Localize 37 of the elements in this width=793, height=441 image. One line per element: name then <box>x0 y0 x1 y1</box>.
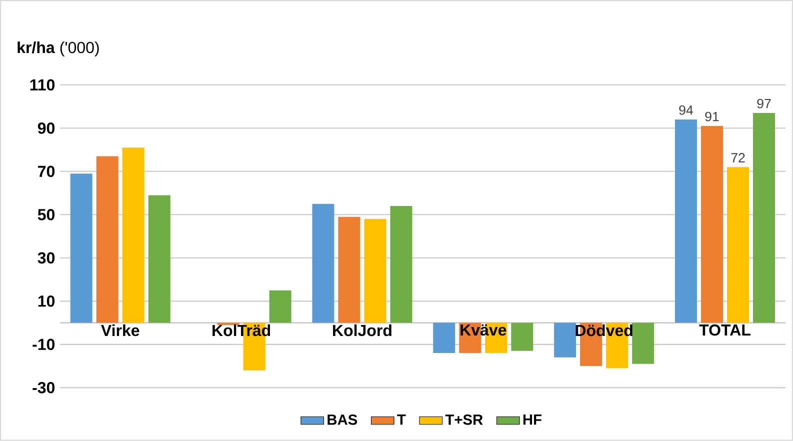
bar <box>753 113 776 323</box>
bar <box>674 120 697 323</box>
bar <box>122 148 144 323</box>
chart-title: kr/ha ('000) <box>18 42 99 56</box>
data-label: 94 <box>679 105 694 115</box>
bar <box>312 204 334 323</box>
data-label: 97 <box>757 98 771 108</box>
y-tick-label: 30 <box>38 252 55 264</box>
y-tick-label: -10 <box>32 338 55 350</box>
bar <box>148 195 170 323</box>
legend-label: T <box>397 414 406 425</box>
bar <box>632 322 654 364</box>
bar <box>390 206 412 323</box>
bar <box>700 126 723 323</box>
bar <box>70 174 92 323</box>
bar <box>433 322 456 354</box>
y-tick-label: 70 <box>38 166 55 178</box>
bar <box>511 322 534 351</box>
data-label: 72 <box>731 153 745 162</box>
bar <box>554 322 576 358</box>
legend-label: HF <box>523 414 542 425</box>
y-tick-label: -30 <box>32 382 55 394</box>
bar <box>338 216 360 323</box>
y-tick-label: 10 <box>38 296 55 307</box>
data-label: 91 <box>705 112 719 122</box>
y-tick-label: 90 <box>38 122 55 134</box>
bar <box>726 167 749 323</box>
x-tick-label: KolJord <box>333 324 392 336</box>
bar <box>269 290 292 323</box>
x-tick-label: TOTAL <box>699 324 750 336</box>
bar <box>96 156 118 323</box>
bar <box>364 219 386 323</box>
x-tick-label: Virke <box>101 324 140 336</box>
legend-label: BAS <box>328 414 358 425</box>
y-tick-label: 110 <box>30 79 55 91</box>
legend-label: T+SR <box>445 414 483 425</box>
y-tick-label: 50 <box>38 209 55 220</box>
